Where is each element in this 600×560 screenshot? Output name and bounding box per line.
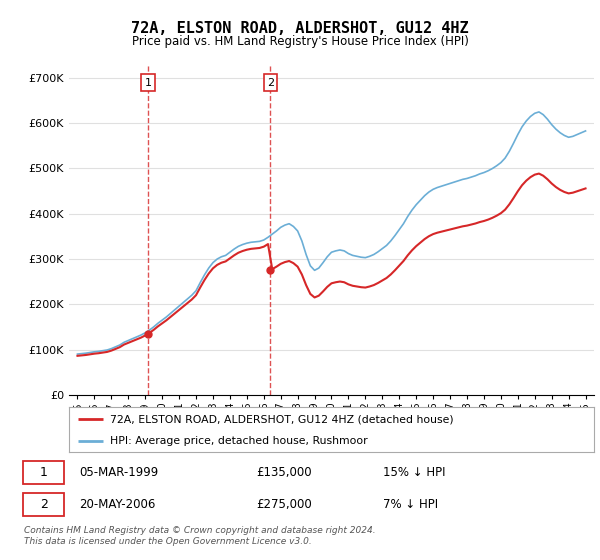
Text: 7% ↓ HPI: 7% ↓ HPI (383, 498, 438, 511)
Text: 72A, ELSTON ROAD, ALDERSHOT, GU12 4HZ (detached house): 72A, ELSTON ROAD, ALDERSHOT, GU12 4HZ (d… (110, 414, 454, 424)
Text: £135,000: £135,000 (256, 466, 311, 479)
Text: £275,000: £275,000 (256, 498, 311, 511)
Text: 1: 1 (40, 466, 47, 479)
Text: 05-MAR-1999: 05-MAR-1999 (79, 466, 158, 479)
Text: 72A, ELSTON ROAD, ALDERSHOT, GU12 4HZ: 72A, ELSTON ROAD, ALDERSHOT, GU12 4HZ (131, 21, 469, 36)
Text: 2: 2 (266, 78, 274, 87)
Text: 20-MAY-2006: 20-MAY-2006 (79, 498, 155, 511)
Text: Contains HM Land Registry data © Crown copyright and database right 2024.
This d: Contains HM Land Registry data © Crown c… (24, 526, 376, 546)
Text: HPI: Average price, detached house, Rushmoor: HPI: Average price, detached house, Rush… (110, 436, 368, 446)
Text: 15% ↓ HPI: 15% ↓ HPI (383, 466, 445, 479)
Text: 2: 2 (40, 498, 47, 511)
FancyBboxPatch shape (23, 461, 64, 484)
Text: 1: 1 (145, 78, 152, 87)
Text: Price paid vs. HM Land Registry's House Price Index (HPI): Price paid vs. HM Land Registry's House … (131, 35, 469, 48)
FancyBboxPatch shape (23, 493, 64, 516)
